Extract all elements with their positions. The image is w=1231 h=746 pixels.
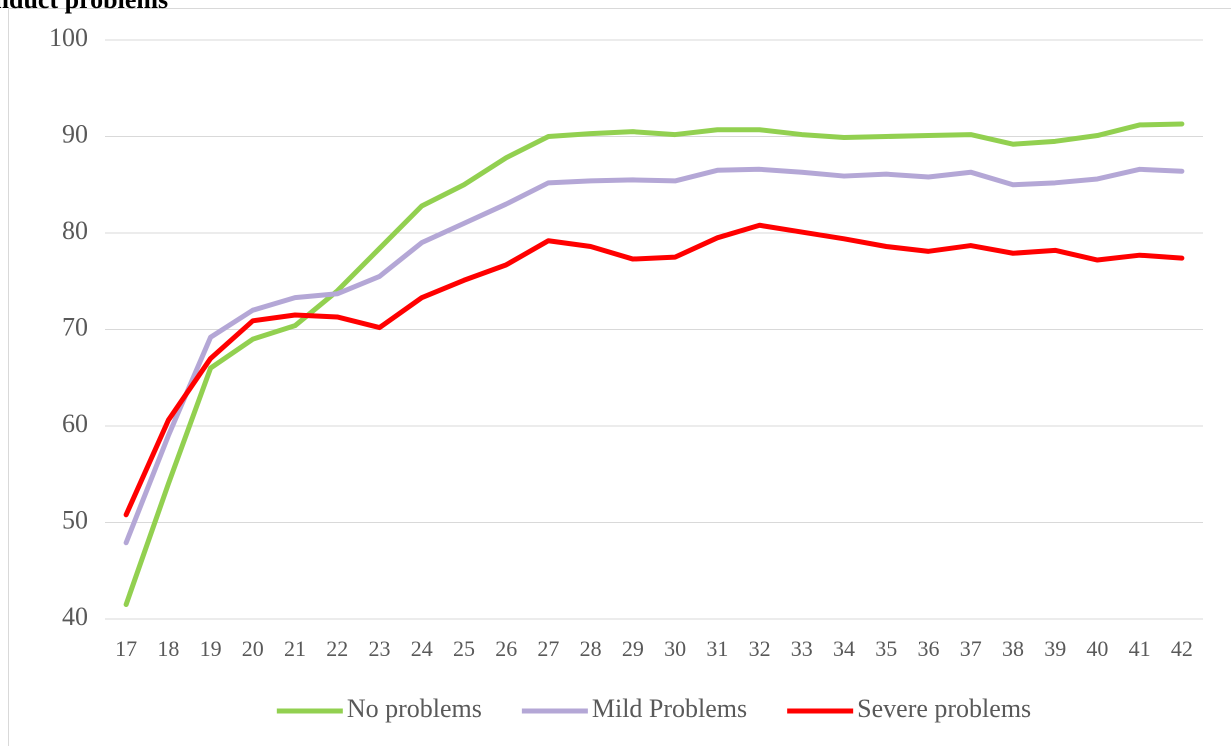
- x-tick-label: 42: [1171, 636, 1193, 661]
- x-tick-label: 26: [495, 636, 517, 661]
- x-tick-label: 32: [749, 636, 771, 661]
- x-tick-label: 20: [242, 636, 264, 661]
- x-tick-label: 35: [875, 636, 897, 661]
- x-tick-label: 38: [1002, 636, 1024, 661]
- series-line: [123, 222, 1185, 518]
- x-tick-label: 21: [284, 636, 306, 661]
- x-tick-label: 34: [833, 636, 855, 661]
- x-tick-label: 37: [960, 636, 982, 661]
- y-tick-label: 40: [62, 602, 88, 631]
- x-tick-label: 41: [1129, 636, 1151, 661]
- x-tick-label: 27: [537, 636, 559, 661]
- y-tick-label: 50: [62, 505, 88, 534]
- x-tick-label: 19: [200, 636, 222, 661]
- legend-label: No problems: [347, 694, 482, 723]
- legend-label: Mild Problems: [592, 694, 747, 723]
- x-tick-label: 29: [622, 636, 644, 661]
- x-tick-label: 30: [664, 636, 686, 661]
- x-tick-label: 25: [453, 636, 475, 661]
- x-tick-label: 28: [580, 636, 602, 661]
- chart-title: conduct problems: [0, 0, 168, 14]
- x-tick-label: 31: [706, 636, 728, 661]
- y-tick-label: 70: [62, 312, 88, 341]
- x-tick-label: 24: [411, 636, 433, 661]
- series-line: [123, 121, 1185, 608]
- x-tick-label: 18: [157, 636, 179, 661]
- x-tick-label: 36: [918, 636, 940, 661]
- x-tick-label: 33: [791, 636, 813, 661]
- legend-label: Severe problems: [857, 694, 1031, 723]
- x-tick-label: 23: [369, 636, 391, 661]
- y-tick-label: 60: [62, 409, 88, 438]
- x-tick-label: 39: [1044, 636, 1066, 661]
- y-tick-label: 90: [62, 119, 88, 148]
- x-tick-label: 40: [1086, 636, 1108, 661]
- y-tick-label: 100: [49, 23, 88, 52]
- y-tick-label: 80: [62, 216, 88, 245]
- x-tick-label: 22: [326, 636, 348, 661]
- x-tick-label: 17: [115, 636, 137, 661]
- series-line: [123, 166, 1185, 546]
